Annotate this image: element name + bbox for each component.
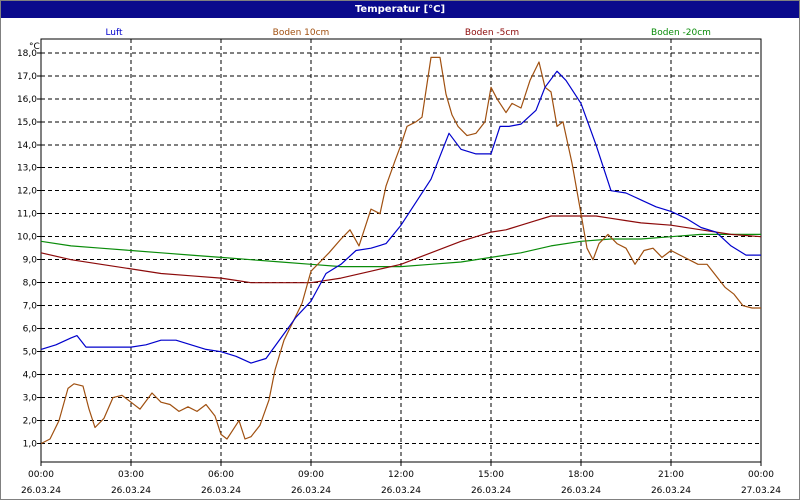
chart-title: Temperatur [°C]: [1, 1, 799, 18]
x-tick-date-label: 26.03.24: [291, 486, 331, 496]
y-tick-label: 1,0: [23, 440, 38, 450]
y-tick-label: 5,0: [23, 348, 38, 358]
y-tick-label: 3,0: [23, 394, 38, 404]
x-tick-time-label: 21:00: [658, 470, 684, 480]
y-unit-label: °C: [29, 42, 40, 52]
y-tick-label: 4,0: [23, 371, 38, 381]
legend-item: Boden 10cm: [273, 28, 330, 38]
series-line-boden-20cm: [40, 233, 761, 268]
y-tick-label: 15,0: [17, 118, 37, 128]
x-tick-time-label: 15:00: [478, 470, 504, 480]
x-tick-time-label: 00:00: [748, 470, 774, 480]
y-tick-label: 18,0: [17, 49, 37, 59]
x-tick-date-label: 26.03.24: [471, 486, 511, 496]
series-line-luft: [40, 70, 761, 364]
y-tick-label: 16,0: [17, 95, 37, 105]
axes-layer: 1,0 2,0 3,0 4,0 5,0 6,0 7,0 8,0 9,0 10,0 11,0 12,0 1…: [17, 49, 781, 496]
series-line-boden-10cm: [40, 56, 761, 445]
x-tick-date-label: 26.03.24: [111, 486, 151, 496]
legend-item: Boden -5cm: [465, 28, 519, 38]
x-tick-date-label: 26.03.24: [21, 486, 61, 496]
y-tick-label: 12,0: [17, 187, 37, 197]
x-tick-time-label: 09:00: [298, 470, 324, 480]
series-line-boden-5cm: [40, 215, 762, 284]
y-tick-label: 11,0: [17, 210, 37, 220]
y-tick-label: 17,0: [17, 72, 37, 82]
y-tick-label: 2,0: [23, 417, 38, 427]
x-tick-date-label: 26.03.24: [561, 486, 601, 496]
y-tick-label: 10,0: [17, 233, 37, 243]
series-layer: [40, 56, 762, 445]
y-tick-label: 13,0: [17, 164, 37, 174]
y-tick-label: 6,0: [23, 325, 38, 335]
x-tick-time-label: 12:00: [388, 470, 414, 480]
y-tick-label: 7,0: [23, 302, 38, 312]
x-tick-date-label: 26.03.24: [201, 486, 241, 496]
x-tick-time-label: 03:00: [118, 470, 144, 480]
x-tick-time-label: 18:00: [568, 470, 594, 480]
legend-item: Luft: [105, 28, 123, 38]
x-tick-time-label: 00:00: [28, 470, 54, 480]
legend: Luft Boden 10cm Boden -5cm Boden -20cm: [105, 28, 711, 38]
x-tick-date-label: 27.03.24: [741, 486, 781, 496]
y-tick-label: 14,0: [17, 141, 37, 151]
y-tick-label: 8,0: [23, 279, 38, 289]
x-tick-date-label: 26.03.24: [651, 486, 691, 496]
x-tick-time-label: 06:00: [208, 470, 234, 480]
x-tick-date-label: 26.03.24: [381, 486, 421, 496]
grid: [41, 39, 761, 462]
y-tick-label: 9,0: [23, 256, 38, 266]
legend-item: Boden -20cm: [651, 28, 711, 38]
